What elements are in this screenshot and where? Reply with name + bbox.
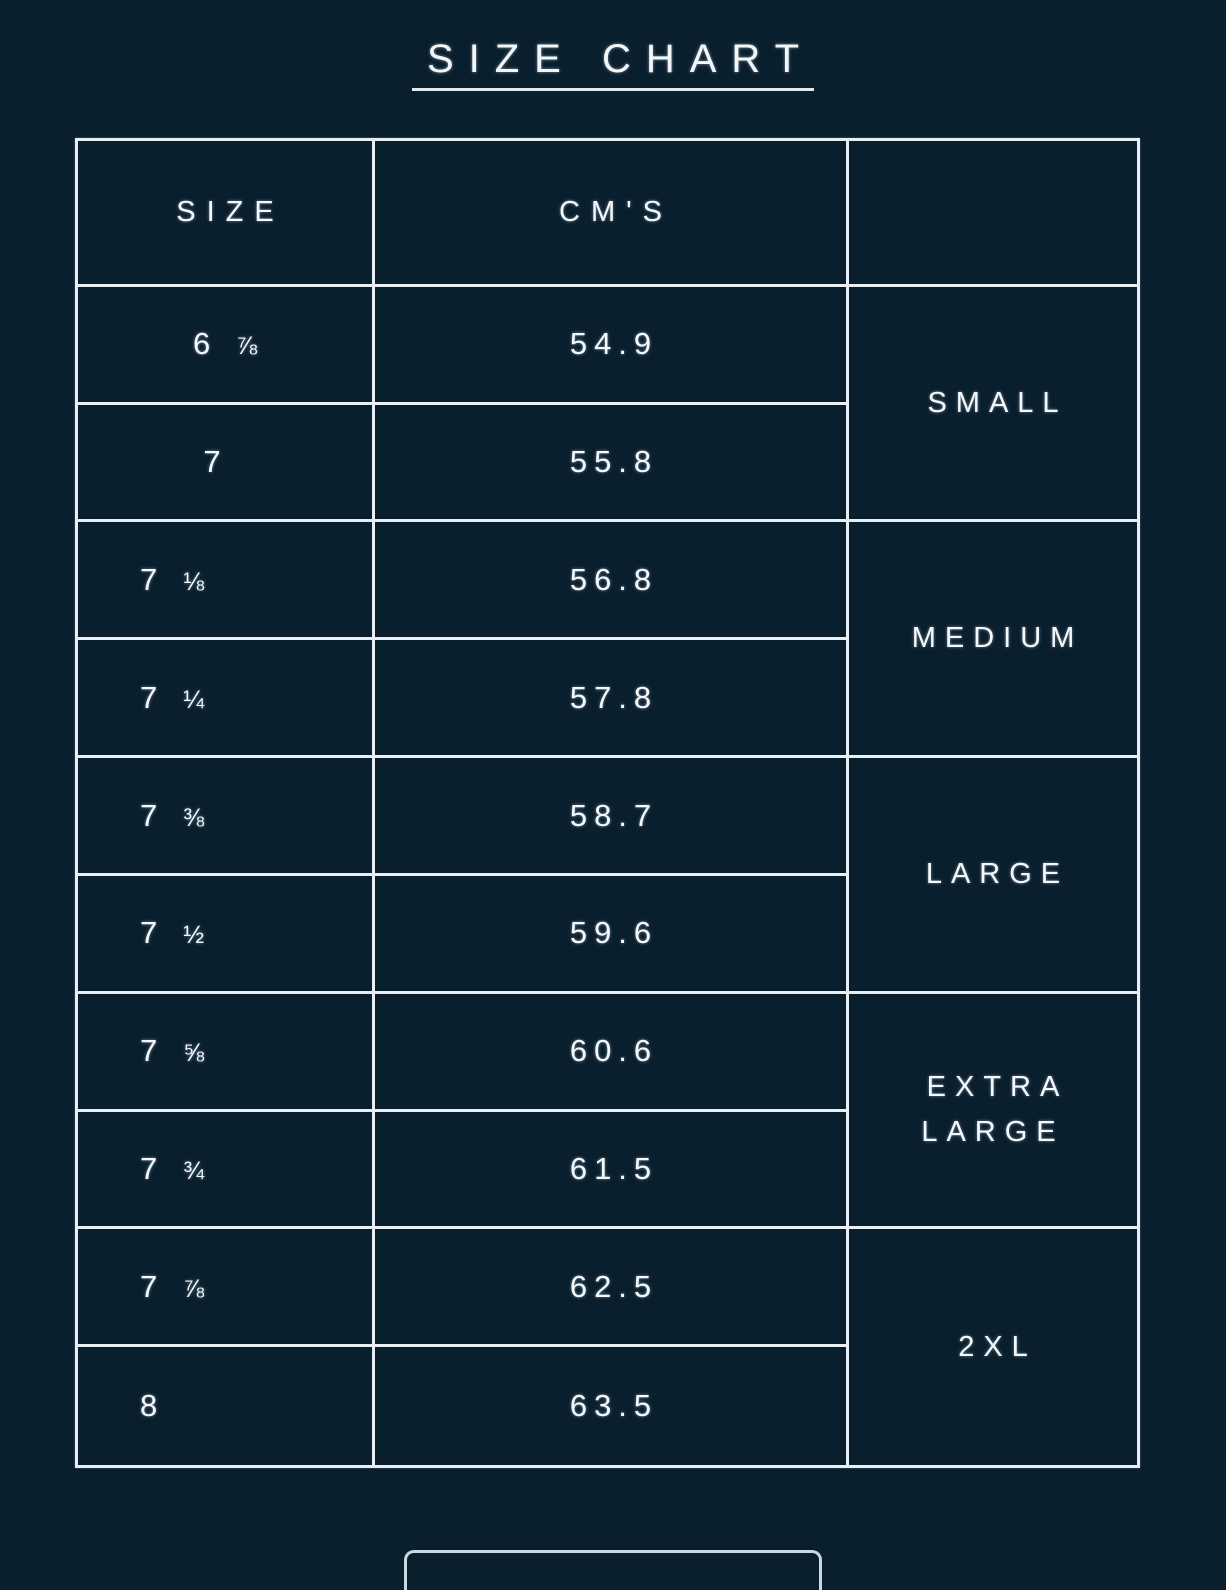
page-title: SIZE CHART (411, 39, 815, 91)
table-row: 7 55.8 (78, 404, 846, 523)
size-chart-table: SIZE CM'S 6 ⅞ 54.9 7 55.8 (75, 138, 1140, 1468)
table-row: 8 63.5 (78, 1347, 846, 1466)
size-group-small: SMALL (849, 287, 1137, 523)
size-whole: 7 (140, 1268, 158, 1304)
size-fraction: ⅜ (183, 803, 205, 832)
size-fraction: ⅞ (183, 1274, 205, 1303)
size-group-2xl: 2XL (958, 1330, 1037, 1363)
table-row: 7 ¾ 61.5 (78, 1111, 846, 1230)
cell-size: 7 ⅛ (78, 522, 375, 638)
cell-size: 7 ½ (78, 875, 375, 991)
cell-size: 7 ⅞ (78, 1229, 375, 1345)
size-whole: 7 (140, 561, 158, 597)
cell-cm: 61.5 (569, 1150, 659, 1186)
size-whole: 7 (203, 444, 221, 480)
size-whole: 8 (140, 1388, 158, 1424)
cell-size: 7 (78, 404, 375, 520)
column-header-cms: CM'S (559, 195, 673, 228)
table-row: 7 ½ 59.6 (78, 875, 846, 994)
cell-size: 7 ¼ (78, 640, 375, 756)
cell-size: 7 ⅜ (78, 758, 375, 873)
cell-size: 7 ¾ (78, 1111, 375, 1227)
size-group-extra-large: EXTRA LARGE (849, 994, 1137, 1230)
size-fraction: ¾ (183, 1156, 205, 1185)
cell-cm: 60.6 (569, 1033, 659, 1069)
size-group-medium: MEDIUM (849, 522, 1137, 759)
cell-cm: 62.5 (569, 1268, 659, 1304)
column-header-group (849, 141, 1137, 287)
size-group-large: LARGE (849, 758, 1137, 994)
table-row: 7 ⅞ 62.5 (78, 1229, 846, 1348)
size-group-column: SMALL MEDIUM LARGE EXTRA LARGE 2XL (846, 141, 1137, 1465)
size-whole: 7 (140, 915, 158, 951)
cell-cm: 57.8 (569, 679, 659, 715)
column-header-size: SIZE (78, 141, 375, 284)
table-row: 7 ⅜ 58.7 (78, 758, 846, 876)
size-fraction: ⅝ (183, 1039, 205, 1068)
cell-size: 8 (78, 1347, 375, 1466)
table-row: 7 ⅝ 60.6 (78, 993, 846, 1112)
table-row: 7 ¼ 57.8 (78, 640, 846, 759)
cell-cm: 55.8 (569, 444, 659, 480)
cell-cm: 56.8 (569, 561, 659, 597)
size-whole: 7 (140, 797, 158, 833)
size-whole: 7 (140, 1033, 158, 1069)
table-header-row: SIZE CM'S (78, 141, 846, 287)
bottom-partial-button[interactable] (404, 1550, 822, 1590)
table-row: 7 ⅛ 56.8 (78, 522, 846, 641)
page-title-container: SIZE CHART (0, 0, 1226, 130)
cell-cm: 63.5 (569, 1388, 659, 1424)
cell-size: 7 ⅝ (78, 993, 375, 1109)
size-fraction: ⅛ (183, 567, 205, 596)
cell-cm: 54.9 (569, 326, 659, 362)
size-fraction: ½ (183, 921, 205, 950)
table-row: 6 ⅞ 54.9 (78, 286, 846, 405)
cell-size: 6 ⅞ (78, 286, 375, 402)
size-fraction: ¼ (183, 685, 205, 714)
measurement-columns: SIZE CM'S 6 ⅞ 54.9 7 55.8 (78, 141, 846, 1466)
cell-cm: 58.7 (569, 797, 659, 833)
size-whole: 7 (140, 679, 158, 715)
size-whole: 7 (140, 1150, 158, 1186)
cell-cm: 59.6 (569, 915, 659, 951)
size-whole: 6 (192, 326, 211, 362)
size-fraction: ⅞ (236, 332, 258, 361)
